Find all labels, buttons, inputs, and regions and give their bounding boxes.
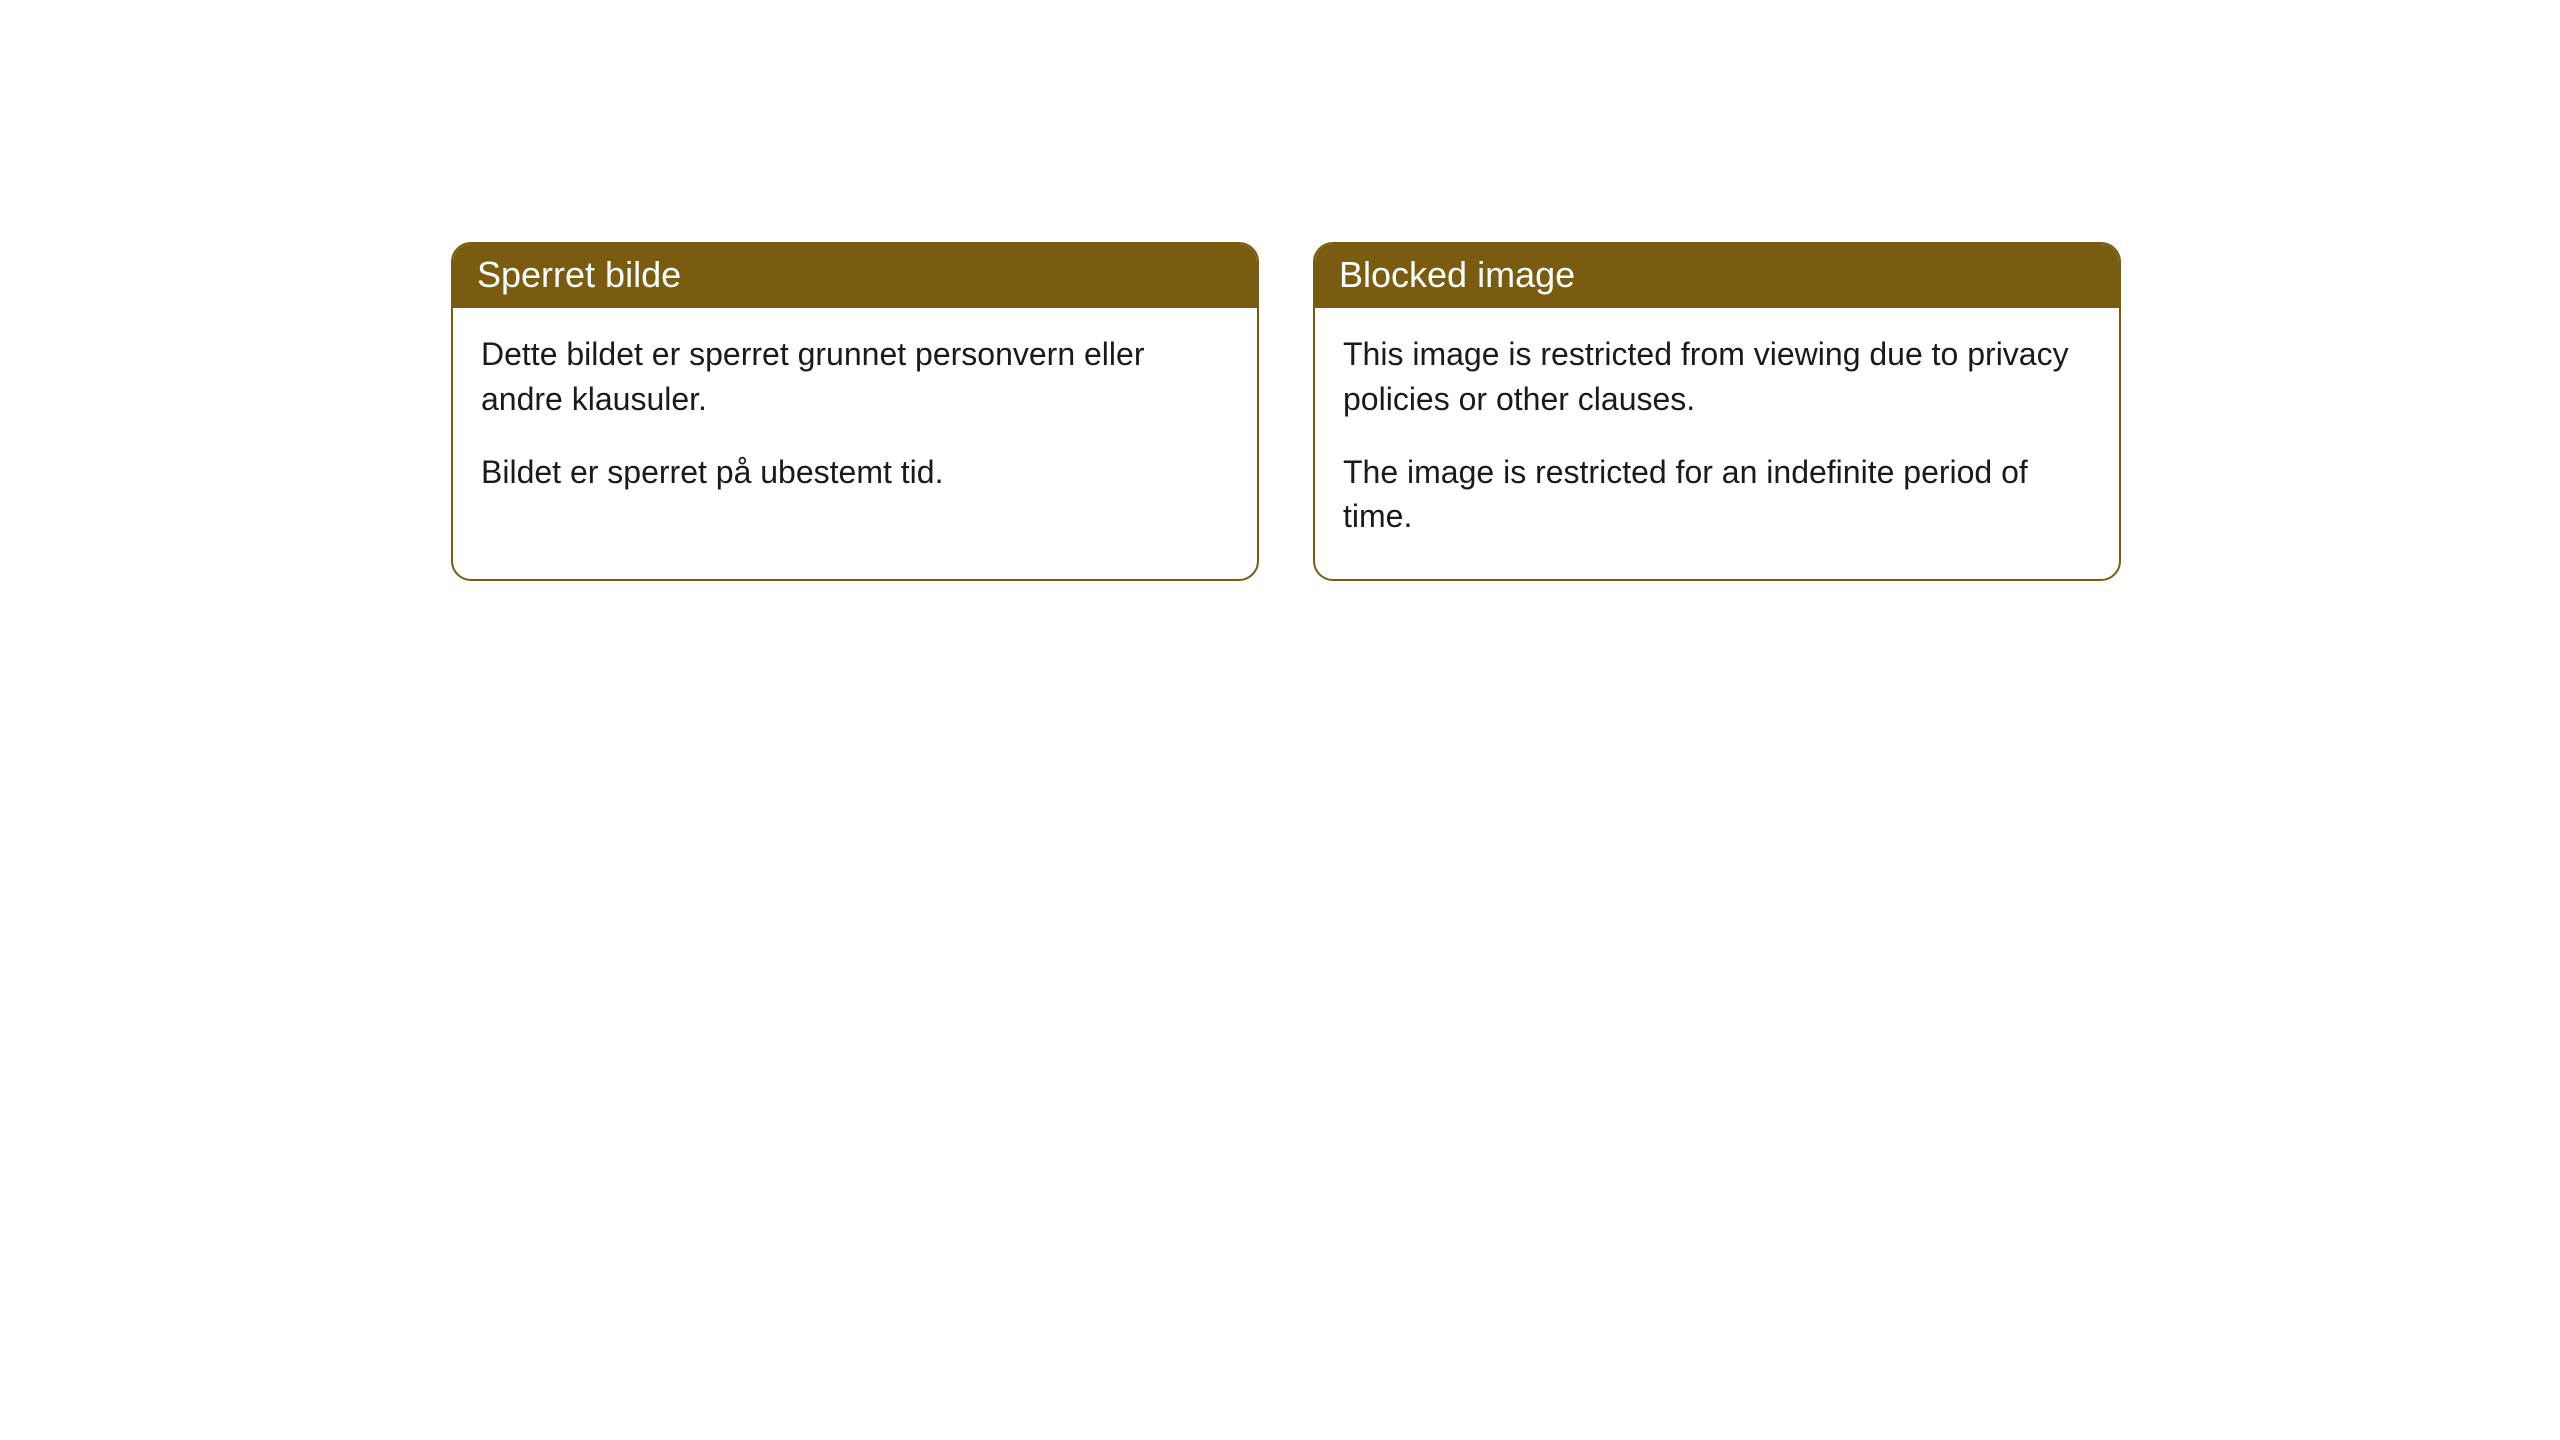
- notice-card-no: Sperret bilde Dette bildet er sperret gr…: [451, 242, 1259, 581]
- notice-paragraph: Dette bildet er sperret grunnet personve…: [481, 332, 1229, 422]
- notice-paragraph: The image is restricted for an indefinit…: [1343, 450, 2091, 540]
- notice-card-en: Blocked image This image is restricted f…: [1313, 242, 2121, 581]
- notice-card-body-en: This image is restricted from viewing du…: [1315, 308, 2119, 579]
- notice-card-header-no: Sperret bilde: [453, 244, 1257, 308]
- notice-paragraph: This image is restricted from viewing du…: [1343, 332, 2091, 422]
- notice-card-body-no: Dette bildet er sperret grunnet personve…: [453, 308, 1257, 534]
- notice-cards-container: Sperret bilde Dette bildet er sperret gr…: [451, 242, 2121, 581]
- notice-paragraph: Bildet er sperret på ubestemt tid.: [481, 450, 1229, 495]
- notice-card-header-en: Blocked image: [1315, 244, 2119, 308]
